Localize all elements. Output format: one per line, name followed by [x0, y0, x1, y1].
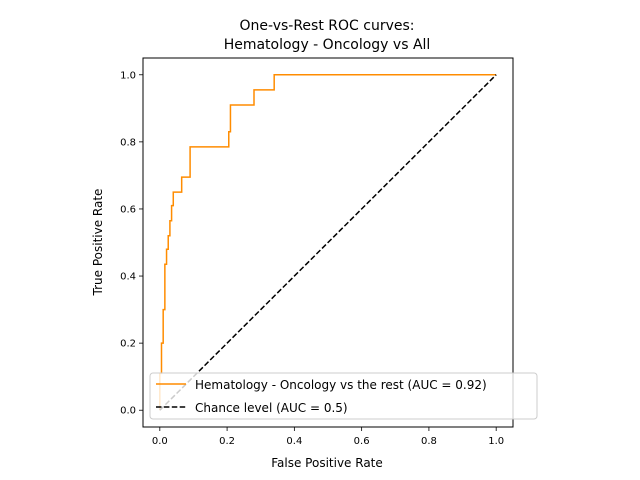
legend: Hematology - Oncology vs the rest (AUC =…	[149, 372, 538, 420]
x-tick-label: 0.6	[354, 436, 370, 447]
y-tick-label: 1.0	[120, 70, 136, 81]
x-axis-ticks: 0.0 0.2 0.4 0.6 0.8 1.0	[152, 427, 504, 447]
x-tick-label: 1.0	[488, 436, 504, 447]
series-line-chance	[159, 74, 497, 411]
plot-frame	[142, 57, 514, 428]
x-tick-label: 0.0	[152, 436, 168, 447]
x-tick-label: 0.4	[286, 436, 302, 447]
series-layer	[159, 74, 497, 411]
x-axis-label: False Positive Rate	[271, 456, 383, 470]
y-tick-label: 0.0	[120, 406, 136, 417]
y-axis-label: True Positive Rate	[91, 189, 105, 297]
y-tick-label: 0.2	[120, 339, 136, 350]
chart-title-line-2: Hematology - Oncology vs All	[224, 37, 431, 53]
x-tick-label: 0.2	[219, 436, 235, 447]
chart-title-line-1: One-vs-Rest ROC curves:	[240, 18, 415, 34]
legend-label-chance: Chance level (AUC = 0.5)	[195, 401, 348, 415]
legend-label-roc: Hematology - Oncology vs the rest (AUC =…	[195, 378, 487, 392]
y-tick-label: 0.4	[120, 272, 136, 283]
x-tick-label: 0.8	[421, 436, 437, 447]
y-axis-ticks: 0.0 0.2 0.4 0.6 0.8 1.0	[120, 70, 143, 417]
legend-box	[149, 372, 538, 420]
series-line-roc	[159, 74, 497, 411]
y-tick-label: 0.6	[120, 204, 136, 215]
y-tick-label: 0.8	[120, 137, 136, 148]
